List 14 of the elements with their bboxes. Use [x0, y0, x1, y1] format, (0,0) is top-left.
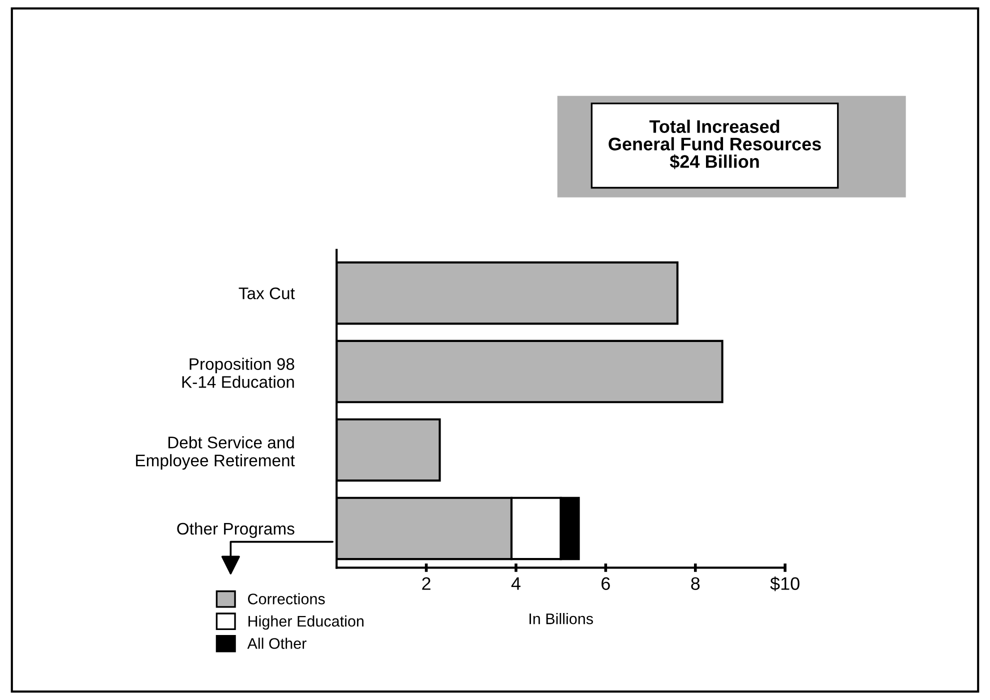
legend-label: All Other [247, 638, 306, 649]
y-tick-label: Other Programs [177, 522, 294, 538]
y-tick-label: Debt Service and Employee Retirement [136, 436, 295, 470]
legend-label: Corrections [248, 593, 325, 604]
y-tick-label: Tax Cut [238, 287, 295, 300]
x-tick-label: 2 [422, 577, 430, 590]
y-tick-label: Proposition 98 K-14 Education [182, 358, 294, 388]
legend-label: Higher Education [248, 615, 364, 630]
x-tick-label: 6 [602, 577, 610, 590]
x-tick-label: 8 [691, 577, 700, 590]
chart-title: Total Increased General Fund Resources $24 Billion [608, 120, 821, 170]
x-axis-title: In Billions [530, 613, 593, 624]
x-tick-label: 4 [511, 577, 520, 590]
x-tick-label: $10 [770, 576, 800, 592]
